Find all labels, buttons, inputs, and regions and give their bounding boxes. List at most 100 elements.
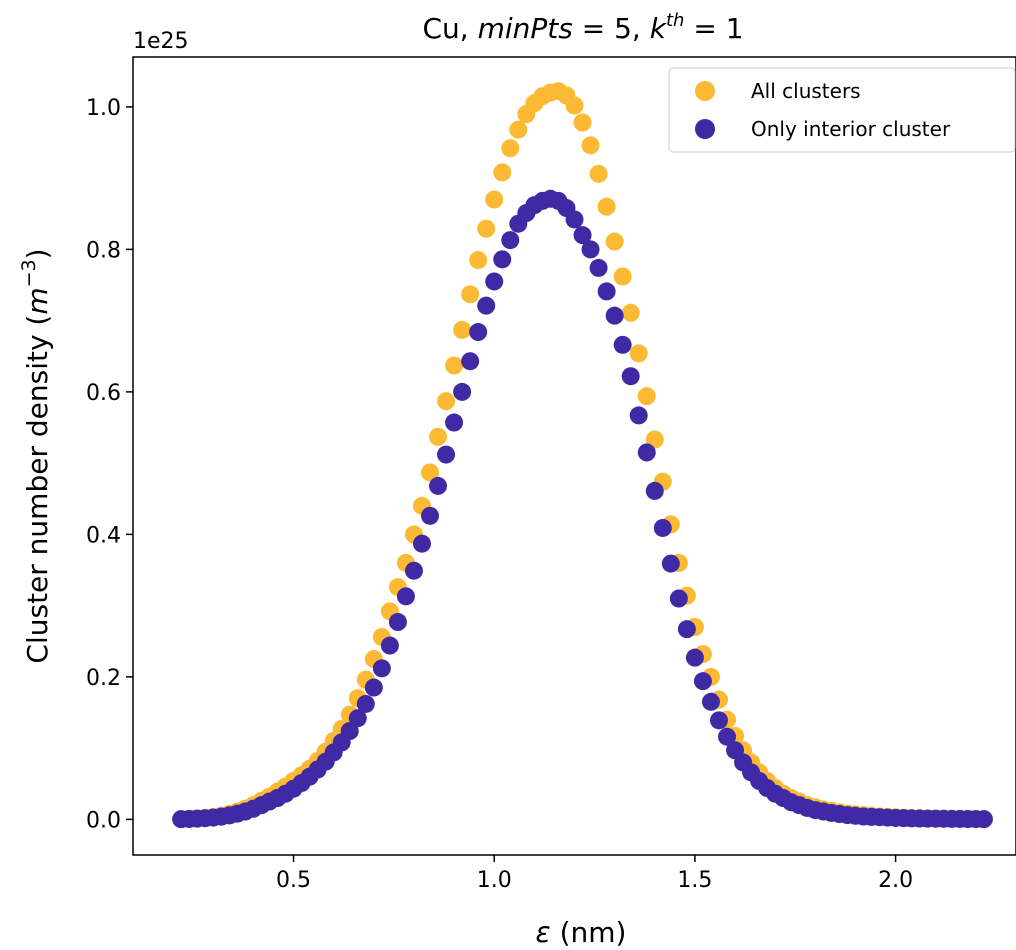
- point-all-clusters: [485, 190, 504, 209]
- point-only-interior-cluster: [581, 240, 600, 259]
- point-only-interior-cluster: [685, 648, 704, 667]
- point-only-interior-cluster: [565, 210, 584, 229]
- point-all-clusters: [565, 96, 584, 115]
- point-only-interior-cluster: [429, 476, 448, 495]
- x-axis-label: ε (nm): [536, 916, 627, 949]
- point-only-interior-cluster: [613, 335, 632, 354]
- y-label-part-3: ): [21, 248, 54, 259]
- point-only-interior-cluster: [605, 306, 624, 325]
- point-only-interior-cluster: [501, 231, 520, 250]
- point-all-clusters: [581, 136, 600, 155]
- y-label-part-2: −3: [18, 259, 40, 287]
- y-axis-label: Cluster number density (m−3): [18, 248, 54, 663]
- point-only-interior-cluster: [356, 694, 375, 713]
- point-all-clusters: [461, 285, 480, 304]
- point-only-interior-cluster: [380, 636, 399, 655]
- point-all-clusters: [573, 113, 592, 132]
- point-only-interior-cluster: [372, 659, 391, 678]
- point-only-interior-cluster: [629, 406, 648, 425]
- point-only-interior-cluster: [421, 506, 440, 525]
- point-only-interior-cluster: [396, 587, 415, 606]
- legend-box: [668, 67, 1016, 153]
- title-part-5: = 1: [684, 12, 743, 45]
- y-label-part-1: m: [21, 287, 54, 314]
- x-tick-label: 2.0: [878, 868, 913, 893]
- legend: All clusters Only interior cluster: [668, 67, 1016, 153]
- series-only-interior-cluster: [172, 189, 993, 829]
- ticks-layer: 0.5 1.0 1.5 2.0 0.0 0.2 0.4 0.6 0.8 1.0: [86, 96, 913, 893]
- point-only-interior-cluster: [637, 443, 656, 462]
- point-all-clusters: [629, 344, 648, 363]
- x-tick-label: 1.5: [677, 868, 712, 893]
- x-label-unit: (nm): [551, 916, 627, 949]
- x-tick-label: 1.0: [477, 868, 512, 893]
- point-all-clusters: [469, 251, 488, 270]
- x-tick-label: 0.5: [276, 868, 311, 893]
- point-only-interior-cluster: [477, 296, 496, 315]
- y-tick-label: 0.8: [86, 238, 121, 263]
- point-all-clusters: [493, 163, 512, 182]
- point-all-clusters: [501, 139, 520, 158]
- point-only-interior-cluster: [485, 272, 504, 291]
- point-only-interior-cluster: [974, 810, 993, 829]
- point-only-interior-cluster: [669, 589, 688, 608]
- point-all-clusters: [605, 232, 624, 251]
- markers-layer: [172, 82, 993, 829]
- point-all-clusters: [621, 303, 640, 322]
- point-only-interior-cluster: [693, 672, 712, 691]
- point-all-clusters: [429, 427, 448, 446]
- legend-label-only-interior-cluster: Only interior cluster: [751, 117, 951, 141]
- y-offset-text: 1e25: [133, 29, 189, 54]
- point-only-interior-cluster: [412, 534, 431, 553]
- x-label-symbol: ε: [536, 916, 551, 949]
- point-only-interior-cluster: [661, 554, 680, 573]
- y-tick-label: 0.2: [86, 666, 121, 691]
- legend-label-all-clusters: All clusters: [751, 79, 861, 103]
- point-only-interior-cluster: [573, 226, 592, 245]
- point-all-clusters: [637, 387, 656, 406]
- point-only-interior-cluster: [645, 481, 664, 500]
- point-only-interior-cluster: [589, 258, 608, 277]
- y-tick-label: 0.0: [86, 808, 121, 833]
- point-only-interior-cluster: [348, 709, 367, 728]
- point-only-interior-cluster: [388, 613, 407, 632]
- point-all-clusters: [421, 463, 440, 482]
- point-only-interior-cluster: [364, 678, 383, 697]
- point-only-interior-cluster: [709, 711, 728, 730]
- point-only-interior-cluster: [404, 561, 423, 580]
- title-part-2: = 5,: [573, 12, 650, 45]
- title-part-3: k: [650, 12, 668, 45]
- point-all-clusters: [437, 392, 456, 411]
- title-part-4: th: [666, 10, 684, 31]
- point-all-clusters: [613, 267, 632, 286]
- legend-marker-all-clusters: [695, 81, 715, 101]
- series-all-clusters: [172, 82, 993, 829]
- point-only-interior-cluster: [597, 282, 616, 301]
- y-tick-label: 0.6: [86, 381, 121, 406]
- point-all-clusters: [477, 219, 496, 238]
- legend-marker-only-interior-cluster: [695, 119, 715, 139]
- point-only-interior-cluster: [453, 382, 472, 401]
- point-only-interior-cluster: [718, 727, 737, 746]
- point-all-clusters: [509, 120, 528, 139]
- point-only-interior-cluster: [677, 620, 696, 639]
- point-only-interior-cluster: [701, 692, 720, 711]
- point-all-clusters: [445, 356, 464, 375]
- point-only-interior-cluster: [445, 413, 464, 432]
- point-all-clusters: [589, 164, 608, 183]
- y-tick-label: 0.4: [86, 523, 121, 548]
- point-only-interior-cluster: [621, 367, 640, 386]
- point-all-clusters: [597, 197, 616, 216]
- axes-frame: [132, 56, 1016, 856]
- point-all-clusters: [645, 430, 664, 449]
- title-part-0: Cu,: [422, 12, 477, 45]
- point-only-interior-cluster: [653, 518, 672, 537]
- point-only-interior-cluster: [469, 323, 488, 342]
- point-only-interior-cluster: [437, 445, 456, 464]
- point-only-interior-cluster: [461, 352, 480, 371]
- y-tick-label: 1.0: [86, 96, 121, 121]
- chart-title: Cu, minPts = 5, kth = 1: [422, 10, 743, 45]
- point-only-interior-cluster: [493, 250, 512, 269]
- title-part-1: minPts: [478, 12, 573, 45]
